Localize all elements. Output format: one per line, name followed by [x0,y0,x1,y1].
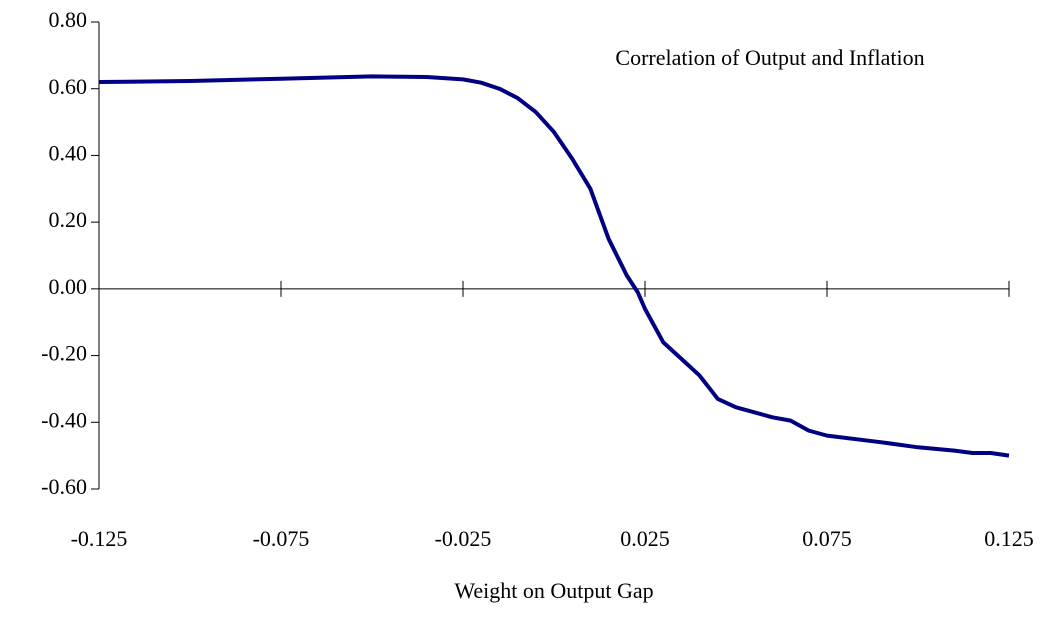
x-tick-label: -0.125 [71,526,128,551]
y-tick-label: 0.00 [49,274,88,299]
x-tick-label: -0.025 [435,526,492,551]
x-tick-label: 0.075 [802,526,852,551]
y-tick-label: 0.80 [49,7,88,32]
annotation: Correlation of Output and Inflation [615,45,924,70]
y-tick-label: 0.20 [49,207,88,232]
x-tick-label: -0.075 [253,526,310,551]
y-tick-label: -0.40 [41,407,87,432]
y-tick-label: 0.40 [49,140,88,165]
line [98,74,1010,458]
x-tick-label: 0.025 [620,526,670,551]
y-tick-label: -0.60 [41,474,87,499]
x-axis-label: Weight on Output Gap [454,578,653,603]
y-tick-label: -0.20 [41,341,87,366]
x-tick-label: 0.125 [984,526,1034,551]
y-tick-label: 0.60 [49,74,88,99]
